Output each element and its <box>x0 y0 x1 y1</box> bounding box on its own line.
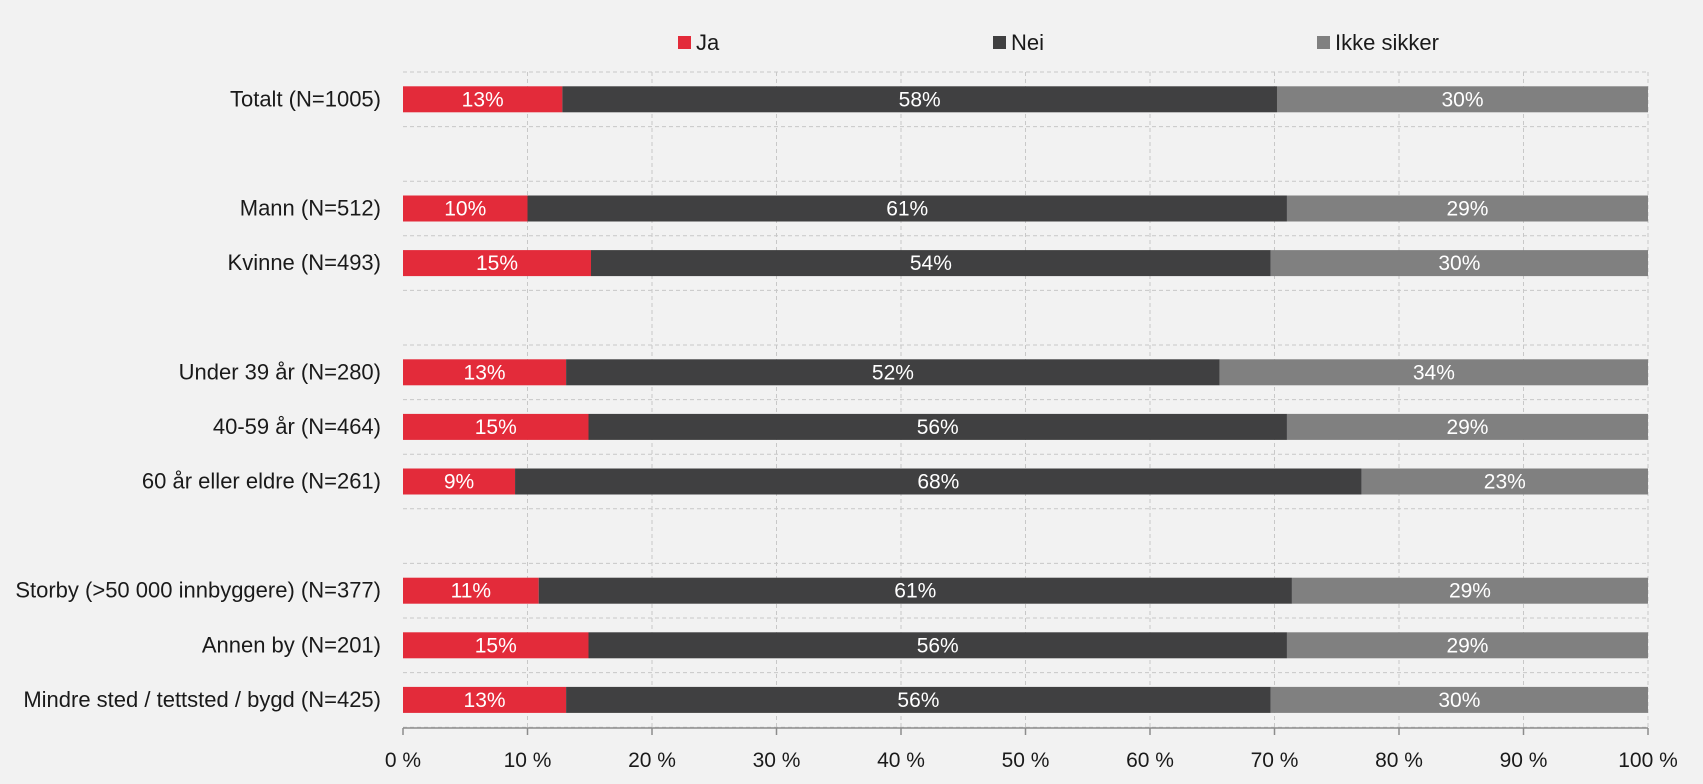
data-label: 52% <box>872 361 914 384</box>
data-label: 61% <box>886 198 928 221</box>
bar-segment-ikke-sikker <box>1270 686 1648 713</box>
x-tick-label: 40 % <box>877 749 925 772</box>
x-tick-label: 10 % <box>504 749 552 772</box>
legend-label: Ikke sikker <box>1335 30 1439 55</box>
data-label: 30% <box>1438 689 1480 712</box>
category-label: Storby (>50 000 innbyggere) (N=377) <box>15 578 381 603</box>
bars: 13% 58% 30% 10% 61% 29% 15% 54% 30% 13% 52% 34% 15% 5… <box>403 86 1648 713</box>
bar-segment-nei <box>566 359 1220 386</box>
legend: Ja Nei Ikke sikker <box>678 30 1439 55</box>
category-label: Kvinne (N=493) <box>228 250 381 275</box>
bar-segment-ikke-sikker <box>1270 250 1648 277</box>
legend-swatch <box>1317 36 1330 49</box>
legend-label: Nei <box>1011 30 1044 55</box>
plot-background <box>12 6 1692 778</box>
data-label: 34% <box>1413 361 1455 384</box>
x-tick-label: 0 % <box>385 749 421 772</box>
x-tick-label: 100 % <box>1618 749 1678 772</box>
legend-swatch <box>678 36 691 49</box>
data-label: 29% <box>1449 580 1491 603</box>
bar-segment-nei <box>527 195 1287 222</box>
bar-segment-ikke-sikker <box>1361 468 1648 495</box>
bar-segment-nei <box>538 577 1292 604</box>
data-label: 15% <box>476 252 518 275</box>
x-tick-label: 90 % <box>1500 749 1548 772</box>
data-label: 29% <box>1446 198 1488 221</box>
category-label: Mann (N=512) <box>240 196 381 221</box>
data-label: 30% <box>1438 252 1480 275</box>
bar-segment-ja <box>403 413 589 440</box>
legend-item-ikke-sikker: Ikke sikker <box>1317 30 1439 55</box>
data-label: 15% <box>475 634 517 657</box>
bar-segment-ikke-sikker <box>1276 86 1648 113</box>
bar-segment-ikke-sikker <box>1219 359 1648 386</box>
bar-segment-ja <box>403 577 539 604</box>
bar-segment-ja <box>403 86 563 113</box>
legend-label: Ja <box>696 30 720 55</box>
data-label: 23% <box>1484 471 1526 494</box>
bar-segment-ikke-sikker <box>1286 632 1648 659</box>
category-label: Totalt (N=1005) <box>230 86 381 111</box>
x-tick-label: 20 % <box>628 749 676 772</box>
data-label: 58% <box>899 88 941 111</box>
x-tick-label: 30 % <box>753 749 801 772</box>
grid-lines <box>403 71 1649 728</box>
data-label: 11% <box>451 580 491 603</box>
x-tick-label: 50 % <box>1002 749 1050 772</box>
bar-segment-ja <box>403 632 589 659</box>
bar-segment-nei <box>566 686 1271 713</box>
data-label: 10% <box>444 198 486 221</box>
bar-segment-ja <box>403 195 528 222</box>
x-tick-label: 60 % <box>1126 749 1174 772</box>
data-label: 54% <box>910 252 952 275</box>
data-label: 29% <box>1446 634 1488 657</box>
x-tick-label: 70 % <box>1251 749 1299 772</box>
bar-segment-ja <box>403 686 567 713</box>
bar-segment-ja <box>403 359 567 386</box>
bar-segment-ikke-sikker <box>1286 413 1648 440</box>
category-label: 40-59 år (N=464) <box>213 414 381 439</box>
data-label: 13% <box>464 361 506 384</box>
category-label: Under 39 år (N=280) <box>179 359 381 384</box>
bar-segment-ja <box>403 468 516 495</box>
x-tick-label: 80 % <box>1375 749 1423 772</box>
data-label: 56% <box>917 634 959 657</box>
data-label: 15% <box>475 416 517 439</box>
data-label: 61% <box>894 580 936 603</box>
bar-segment-nei <box>588 413 1287 440</box>
bar-segment-nei <box>590 250 1271 277</box>
data-label: 13% <box>464 689 506 712</box>
bar-segment-nei <box>588 632 1287 659</box>
category-label: 60 år eller eldre (N=261) <box>142 469 381 494</box>
data-label: 13% <box>462 88 504 111</box>
legend-swatch <box>993 36 1006 49</box>
data-label: 56% <box>897 689 939 712</box>
x-axis: 0 % 10 % 20 % 30 % 40 % 50 % 60 % 70 % 80 % 90 % 1… <box>385 727 1678 772</box>
data-label: 30% <box>1441 88 1483 111</box>
legend-item-ja: Ja <box>678 30 720 55</box>
data-label: 56% <box>917 416 959 439</box>
bar-segment-ikke-sikker <box>1291 577 1648 604</box>
category-labels: Totalt (N=1005) Mann (N=512) Kvinne (N=493… <box>15 86 381 712</box>
category-label: Mindre sted / tettsted / bygd (N=425) <box>23 687 381 712</box>
bar-segment-ja <box>403 250 591 277</box>
bar-segment-nei <box>562 86 1277 113</box>
data-label: 29% <box>1446 416 1488 439</box>
data-label: 68% <box>917 471 959 494</box>
category-label: Annen by (N=201) <box>202 632 381 657</box>
data-label: 9% <box>444 471 474 494</box>
bar-segment-nei <box>515 468 1362 495</box>
bar-segment-ikke-sikker <box>1286 195 1648 222</box>
legend-item-nei: Nei <box>993 30 1044 55</box>
